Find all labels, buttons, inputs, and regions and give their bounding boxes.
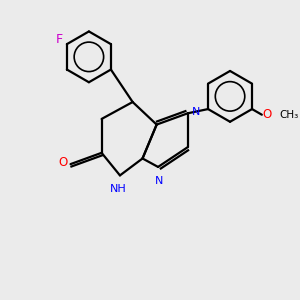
Text: F: F [56, 33, 63, 46]
Text: O: O [262, 108, 272, 121]
Text: NH: NH [110, 184, 127, 194]
Text: N: N [155, 176, 164, 186]
Text: N: N [191, 107, 200, 117]
Text: CH₃: CH₃ [279, 110, 298, 120]
Text: O: O [58, 156, 67, 169]
